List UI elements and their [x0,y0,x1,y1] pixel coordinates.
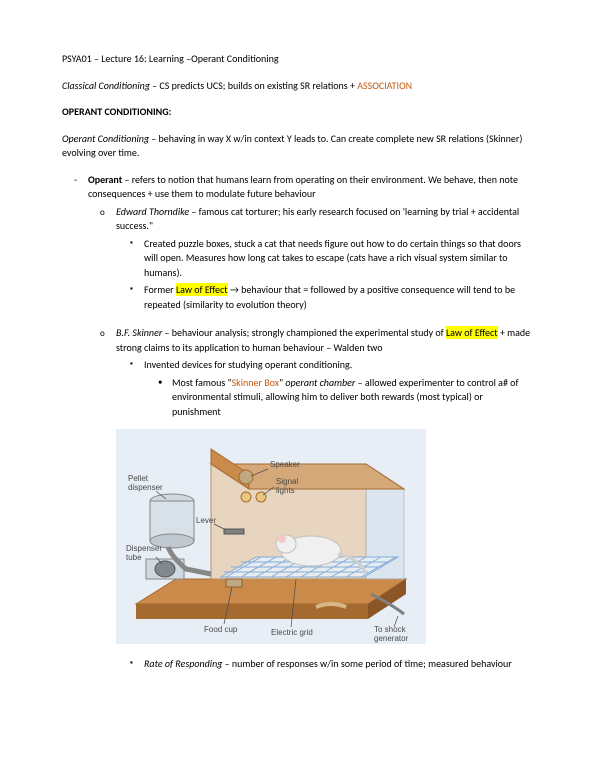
thorndike-sublist: Created puzzle boxes, stuck a cat that n… [116,237,533,313]
page-title: PSYA01 – Lecture 16: Learning –Operant C… [62,52,533,67]
cc-association: ASSOCIATION [357,79,412,92]
operant-body: – refers to notion that humans learn fro… [88,173,518,201]
label-grid: Electric grid [271,628,313,637]
law-of-effect-item: Former Law of Effect → behaviour that = … [144,283,533,312]
rate-item: Rate of Responding – number of responses… [144,657,533,672]
classical-conditioning-line: Classical Conditioning – CS predicts UCS… [62,79,533,94]
label-tube-2: tube [126,553,142,562]
label-signal-2: lights [276,486,295,495]
cc-term: Classical Conditioning [62,79,150,92]
operant-conditioning-line: Operant Conditioning – behaving in way X… [62,132,533,161]
skinner-highlight: Law of Effect [446,326,498,339]
label-speaker: Speaker [270,460,300,469]
rate-name: Rate of Responding [144,657,222,670]
invented-item: Invented devices for studying operant co… [144,358,533,419]
skinner-name: B.F. Skinner [116,326,162,339]
cc-body: – CS predicts UCS; builds on existing SR… [150,79,357,92]
label-shock-2: generator [374,634,409,643]
operant-sublist: Edward Thorndike – famous cat torturer; … [88,205,533,313]
skinner-item: B.F. Skinner – behaviour analysis; stron… [116,326,533,419]
oc-term: Operant Conditioning [62,132,149,145]
section-heading: OPERANT CONDITIONING: [62,105,533,120]
rate-list: Rate of Responding – number of responses… [88,657,533,672]
law-pre: Former [144,283,176,296]
operant-sublist-2: B.F. Skinner – behaviour analysis; stron… [88,326,533,419]
main-list: Operant – refers to notion that humans l… [62,173,533,672]
skinner-sublist: Invented devices for studying operant co… [116,358,533,419]
box-chamber: operant chamber [285,376,355,389]
label-pellet: Pellet [128,474,149,483]
skinner-pre: – behaviour analysis; strongly champione… [162,326,446,339]
law-highlight: Law of Effect [176,283,228,296]
operant-term: Operant [88,173,122,186]
label-shock: To shock [374,625,407,634]
skinner-box-item: Most famous "Skinner Box" operant chambe… [172,376,533,420]
invented-text: Invented devices for studying operant co… [144,358,352,371]
label-pellet-2: dispenser [128,483,163,492]
label-tube: Dispenser [126,544,162,553]
box-pre: Most famous " [172,376,232,389]
puzzle-box-item: Created puzzle boxes, stuck a cat that n… [144,237,533,281]
skinner-box-diagram: Pellet dispenser Speaker Signal lights L… [116,429,533,649]
box-name: Skinner Box [232,376,280,389]
rate-body: – number of responses w/in some period o… [222,657,511,670]
label-lever: Lever [196,516,216,525]
operant-item: Operant – refers to notion that humans l… [88,173,533,672]
label-signal: Signal [276,477,298,486]
skinner-box-list: Most famous "Skinner Box" operant chambe… [144,376,533,420]
thorndike-name: Edward Thorndike [116,205,189,218]
thorndike-item: Edward Thorndike – famous cat torturer; … [116,205,533,313]
label-food: Food cup [204,625,238,634]
